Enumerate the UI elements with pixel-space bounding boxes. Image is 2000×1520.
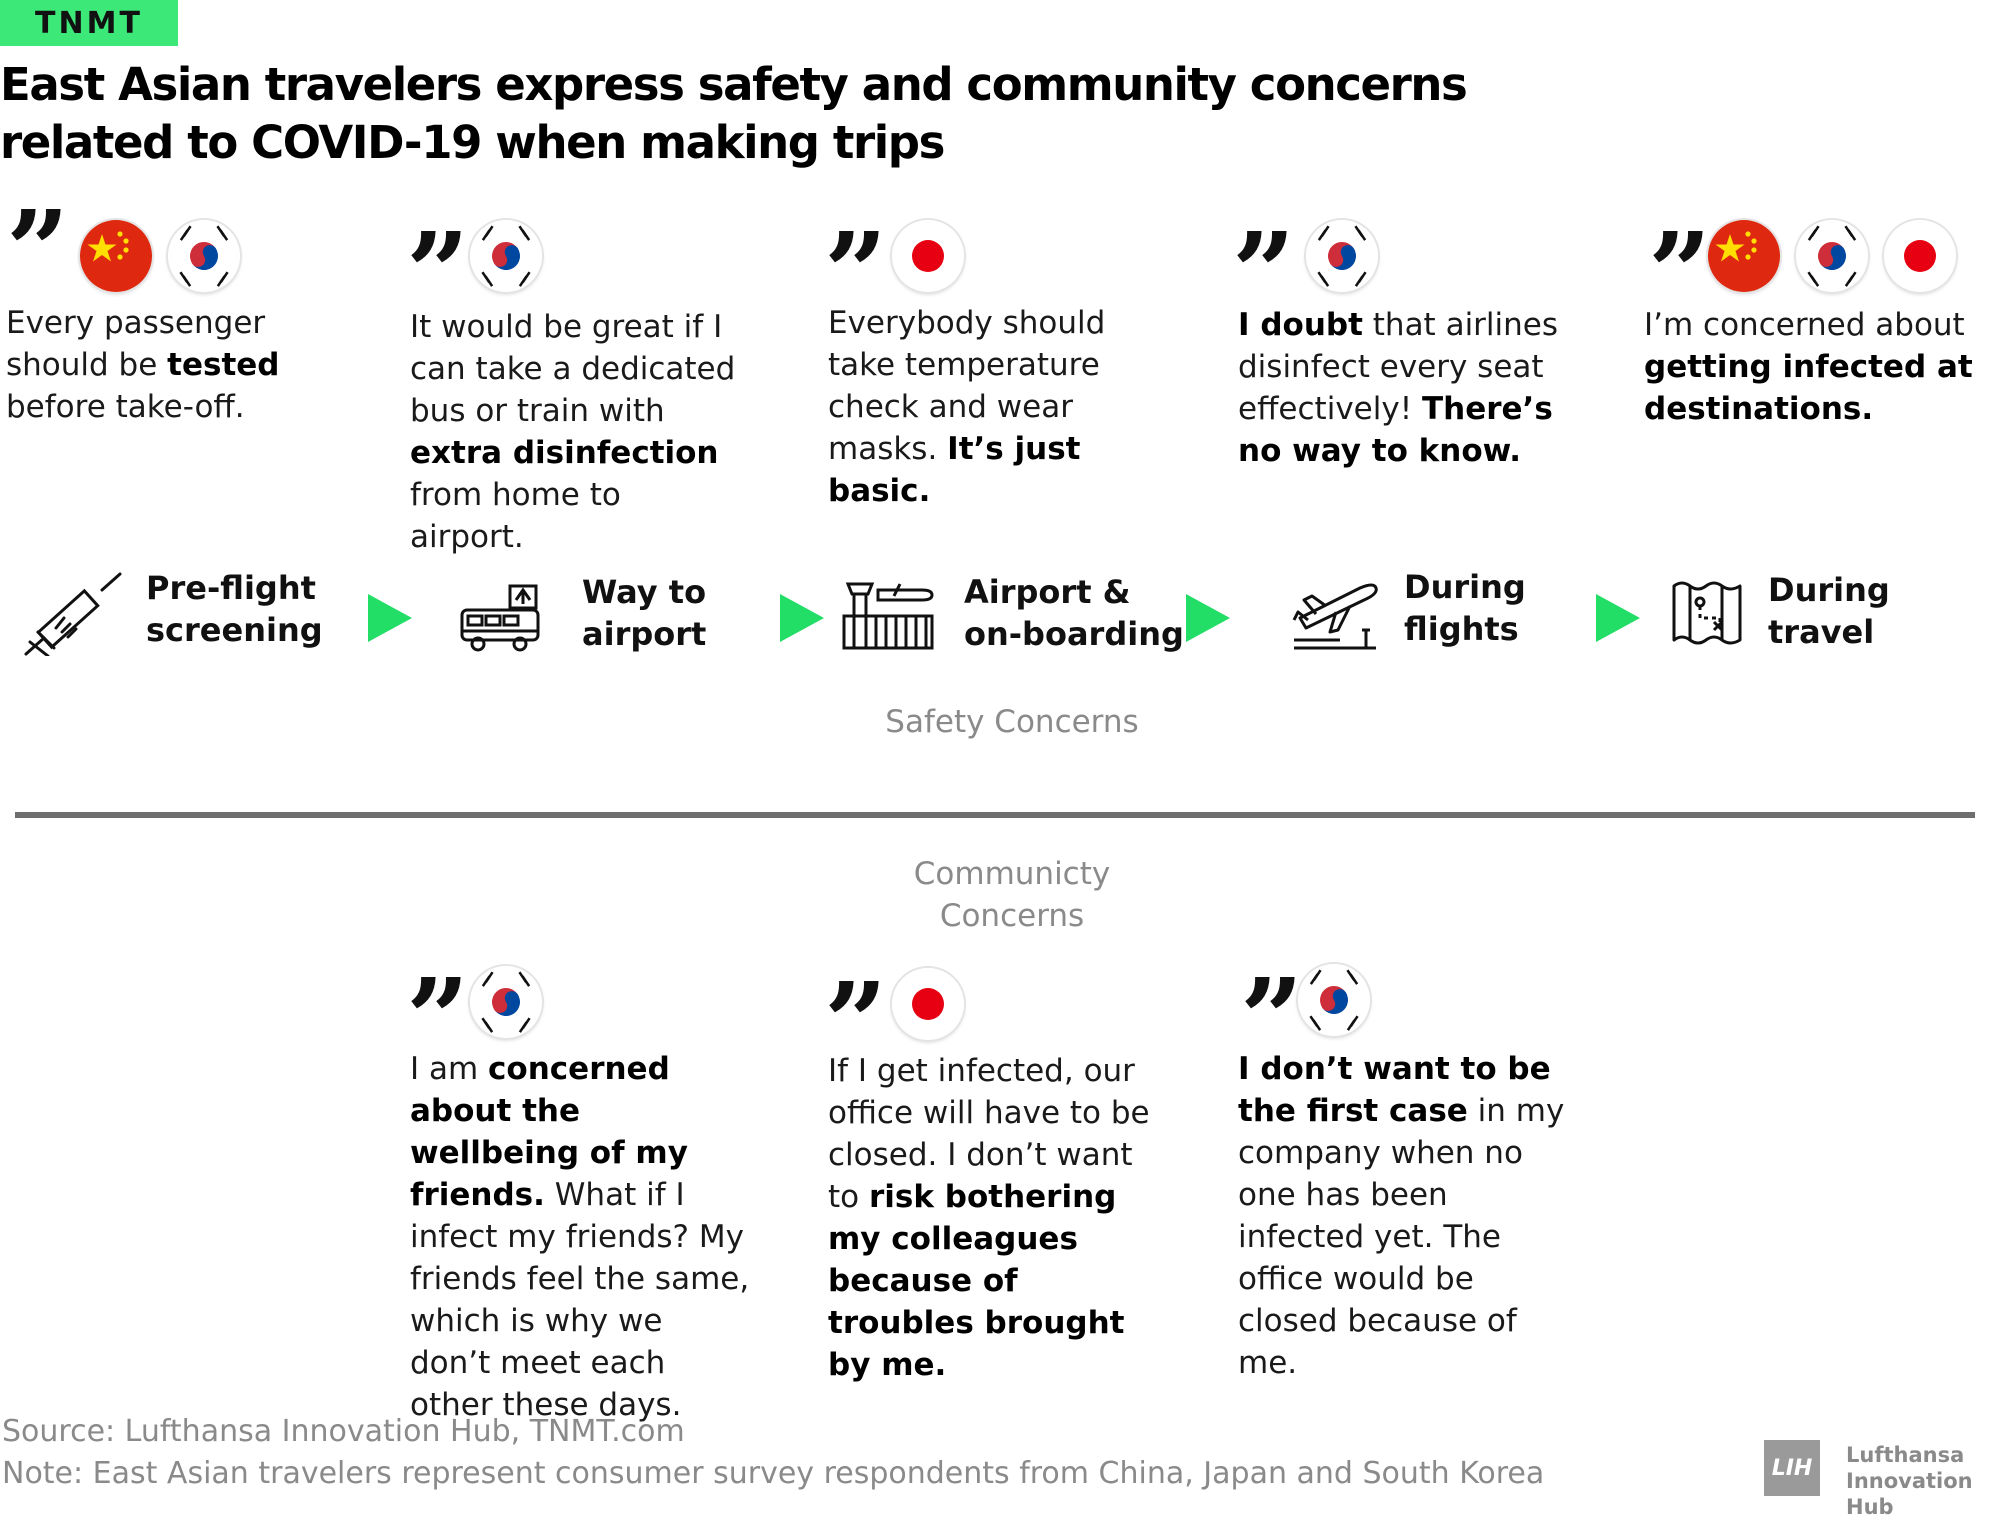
quote-mark-icon: ” bbox=[406, 218, 470, 288]
japan-flag bbox=[892, 220, 964, 292]
quote-segment: in my company when no one has been infec… bbox=[1238, 1093, 1565, 1381]
quote-segment: I’m concerned about bbox=[1644, 307, 1965, 343]
community-quote-text: If I get infected, our office will have … bbox=[828, 1050, 1168, 1386]
quote-mark-icon: ” bbox=[824, 218, 888, 288]
quote-segment: risk bothering my colleagues because of … bbox=[828, 1179, 1125, 1383]
quote-segment: extra disinfection bbox=[410, 435, 719, 471]
quote-segment: Everybody should take temperature check … bbox=[828, 305, 1106, 467]
logo-text: Lufthansa Innovation Hub bbox=[1846, 1443, 1973, 1519]
airplane-takeoff-icon bbox=[1292, 580, 1378, 652]
quote-mark-icon: ” bbox=[6, 196, 70, 266]
step-label: During flights bbox=[1404, 568, 1526, 648]
quote-segment: getting infected at destinations. bbox=[1644, 349, 1973, 427]
quote-segment: What if I infect my friends? My friends … bbox=[410, 1177, 750, 1423]
safety-quote-text: I doubt that airlines disinfect every se… bbox=[1238, 304, 1598, 472]
quote-mark-icon: ” bbox=[1232, 218, 1296, 288]
step-label: During travel bbox=[1768, 571, 1890, 651]
safety-quote-text: It would be great if I can take a dedica… bbox=[410, 306, 740, 558]
quote-segment: Every passenger should be bbox=[6, 305, 266, 383]
step-label: Way to airport bbox=[582, 573, 707, 653]
quote-mark-icon: ” bbox=[824, 968, 888, 1038]
quote-flags bbox=[470, 966, 542, 1038]
quote-flags bbox=[1708, 220, 1956, 292]
page-title: East Asian travelers express safety and … bbox=[0, 58, 1468, 169]
south-korea-flag bbox=[168, 220, 240, 292]
safety-quote-text: Everybody should take temperature check … bbox=[828, 302, 1158, 512]
quote-mark-icon: ” bbox=[1240, 964, 1304, 1034]
south-korea-flag bbox=[470, 220, 542, 292]
source-note: Source: Lufthansa Innovation Hub, TNMT.c… bbox=[2, 1414, 685, 1449]
south-korea-flag bbox=[1306, 220, 1378, 292]
quote-flags bbox=[1306, 220, 1378, 292]
airport-terminal-icon bbox=[842, 580, 934, 650]
quote-segment: tested bbox=[167, 347, 280, 383]
tnmt-logo: TNMT bbox=[0, 0, 178, 46]
syringe-icon bbox=[24, 570, 124, 656]
china-flag bbox=[80, 220, 152, 292]
quote-segment: I don’t want to be the first case bbox=[1238, 1051, 1551, 1129]
map-icon bbox=[1670, 578, 1746, 648]
south-korea-flag bbox=[470, 966, 542, 1038]
survey-note: Note: East Asian travelers represent con… bbox=[2, 1456, 1545, 1491]
step-label: Airport & on-boarding bbox=[964, 573, 1184, 653]
arrow-right-icon bbox=[1596, 594, 1640, 642]
south-korea-flag bbox=[1298, 964, 1370, 1036]
quote-flags bbox=[80, 220, 240, 292]
quote-segment: from home to airport. bbox=[410, 477, 621, 555]
safety-quote-text: I’m concerned about getting infected at … bbox=[1644, 304, 1984, 430]
quote-mark-icon: ” bbox=[1648, 218, 1712, 288]
community-quote-text: I don’t want to be the first case in my … bbox=[1238, 1048, 1568, 1384]
quote-segment: If I get infected, our office will have … bbox=[828, 1053, 1150, 1215]
divider bbox=[15, 812, 1975, 818]
japan-flag bbox=[892, 968, 964, 1040]
arrow-right-icon bbox=[780, 594, 824, 642]
quote-flags bbox=[1298, 964, 1370, 1036]
china-flag bbox=[1708, 220, 1780, 292]
quote-segment: concerned about the wellbeing of my frie… bbox=[410, 1051, 688, 1213]
lufthansa-innovation-hub-logo: LIH bbox=[1764, 1440, 1820, 1496]
safety-quote-text: Every passenger should be tested before … bbox=[6, 302, 346, 428]
quote-segment: that airlines disinfect every seat effec… bbox=[1238, 307, 1559, 427]
south-korea-flag bbox=[1796, 220, 1868, 292]
quote-segment: It’s just basic. bbox=[828, 431, 1081, 509]
community-quote-text: I am concerned about the wellbeing of my… bbox=[410, 1048, 750, 1426]
quote-flags bbox=[892, 220, 964, 292]
quote-segment: I doubt bbox=[1238, 307, 1363, 343]
quote-segment: It would be great if I can take a dedica… bbox=[410, 309, 736, 429]
quote-flags bbox=[470, 220, 542, 292]
safety-concerns-label: Safety Concerns bbox=[885, 704, 1139, 740]
quote-mark-icon: ” bbox=[406, 964, 470, 1034]
quote-segment: before take-off. bbox=[6, 389, 245, 425]
quote-segment: There’s no way to know. bbox=[1238, 391, 1553, 469]
quote-segment: I am bbox=[410, 1051, 489, 1087]
step-label: Pre-flight screening bbox=[146, 569, 323, 649]
airport-bus-icon bbox=[460, 584, 540, 656]
arrow-right-icon bbox=[368, 594, 412, 642]
arrow-right-icon bbox=[1186, 594, 1230, 642]
japan-flag bbox=[1884, 220, 1956, 292]
quote-flags bbox=[892, 968, 964, 1040]
community-concerns-label: Communicty Concerns bbox=[913, 856, 1111, 934]
